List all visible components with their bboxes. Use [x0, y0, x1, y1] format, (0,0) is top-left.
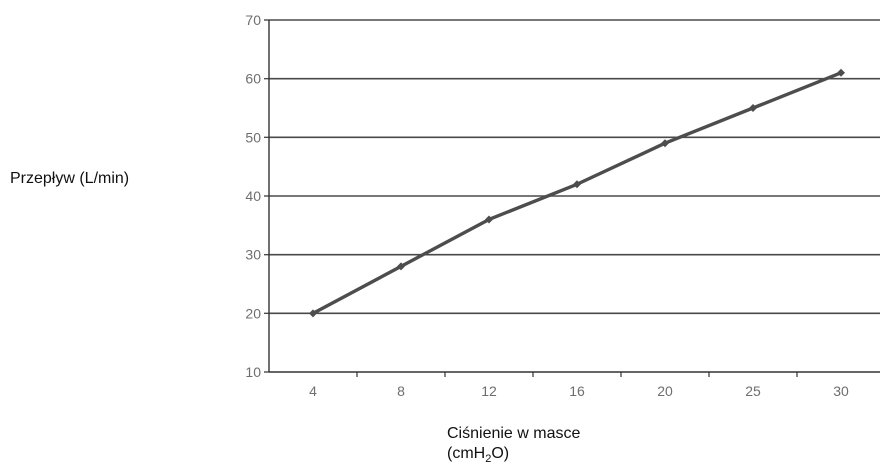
x-axis-label-line1: Ciśnienie w masce: [447, 425, 581, 442]
series-line-0: [311, 71, 843, 316]
data-point-30: [837, 68, 845, 77]
y-tick-label-30: 30: [245, 247, 261, 263]
data-point-20: [661, 139, 669, 148]
x-tick-label-16: 16: [569, 383, 585, 399]
x-tick-label-8: 8: [397, 383, 405, 399]
data-point-16: [573, 180, 581, 189]
y-axis-label: Przepływ (L/min): [10, 170, 130, 187]
x-tick-label-25: 25: [745, 383, 761, 399]
data-point-25: [749, 104, 757, 112]
data-point-8: [397, 262, 405, 271]
x-tick-label-4: 4: [309, 383, 317, 399]
y-tick-label-40: 40: [245, 188, 261, 204]
y-tick-label-50: 50: [245, 129, 261, 145]
x-tick-label-12: 12: [481, 383, 497, 399]
x-axis-label-subscript: 2: [485, 453, 492, 466]
x-axis-label-prefix: (cmH: [447, 445, 486, 462]
x-axis-label: Ciśnienie w masce (cmH2O): [447, 424, 581, 466]
y-tick-label-20: 20: [245, 305, 261, 321]
y-tick-label-70: 70: [245, 12, 261, 28]
y-tick-label-60: 60: [245, 71, 261, 87]
data-point-12: [485, 215, 493, 224]
x-axis-label-line2: (cmH2O): [447, 444, 580, 466]
data-point-4: [309, 309, 317, 318]
x-axis-label-suffix: O): [491, 445, 510, 462]
x-tick-label-20: 20: [657, 383, 673, 399]
x-tick-label-30: 30: [833, 383, 849, 399]
y-tick-label-10: 10: [245, 364, 261, 380]
